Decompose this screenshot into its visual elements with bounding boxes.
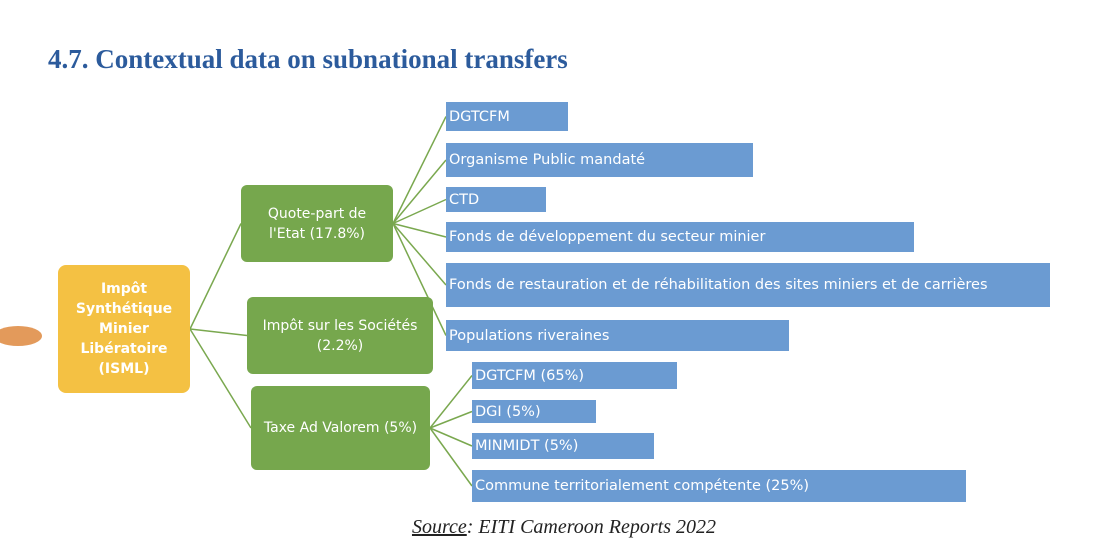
connector	[392, 116, 447, 224]
branch-node: Quote-part de l'Etat (17.8%)	[241, 185, 393, 262]
leaf-node: Fonds de restauration et de réhabilitati…	[446, 263, 1050, 307]
source-label: Source	[411, 516, 467, 538]
leaf-node: CTD	[446, 187, 546, 212]
connector	[189, 328, 252, 429]
connector	[429, 427, 473, 447]
connector	[392, 223, 447, 336]
leaf-node: Commune territorialement compétente (25%…	[472, 470, 966, 502]
connector	[429, 427, 473, 487]
branch-node: Taxe Ad Valorem (5%)	[251, 386, 430, 470]
connector	[392, 159, 447, 224]
connector	[429, 410, 473, 429]
connector	[429, 375, 473, 429]
connector	[189, 223, 242, 330]
leaf-node: DGTCFM	[446, 102, 568, 131]
connector	[392, 198, 447, 225]
smudge	[0, 326, 42, 346]
leaf-node: DGTCFM (65%)	[472, 362, 677, 389]
source-note: Source: EITI Cameroon Reports 2022	[0, 516, 1098, 539]
leaf-node: MINMIDT (5%)	[472, 433, 654, 459]
connector	[392, 223, 447, 286]
source-text: : EITI Cameroon Reports 2022	[466, 516, 717, 538]
leaf-node: Organisme Public mandaté	[446, 143, 753, 177]
leaf-node: Populations riveraines	[446, 320, 789, 351]
root-node: Impôt Synthétique Minier Libératoire (IS…	[58, 265, 190, 393]
connector	[189, 328, 248, 337]
connector	[392, 222, 447, 238]
leaf-node: Fonds de développement du secteur minier	[446, 222, 914, 252]
branch-node: Impôt sur les Sociétés (2.2%)	[247, 297, 433, 374]
section-title: 4.7. Contextual data on subnational tran…	[48, 44, 568, 74]
leaf-node: DGI (5%)	[472, 400, 596, 423]
